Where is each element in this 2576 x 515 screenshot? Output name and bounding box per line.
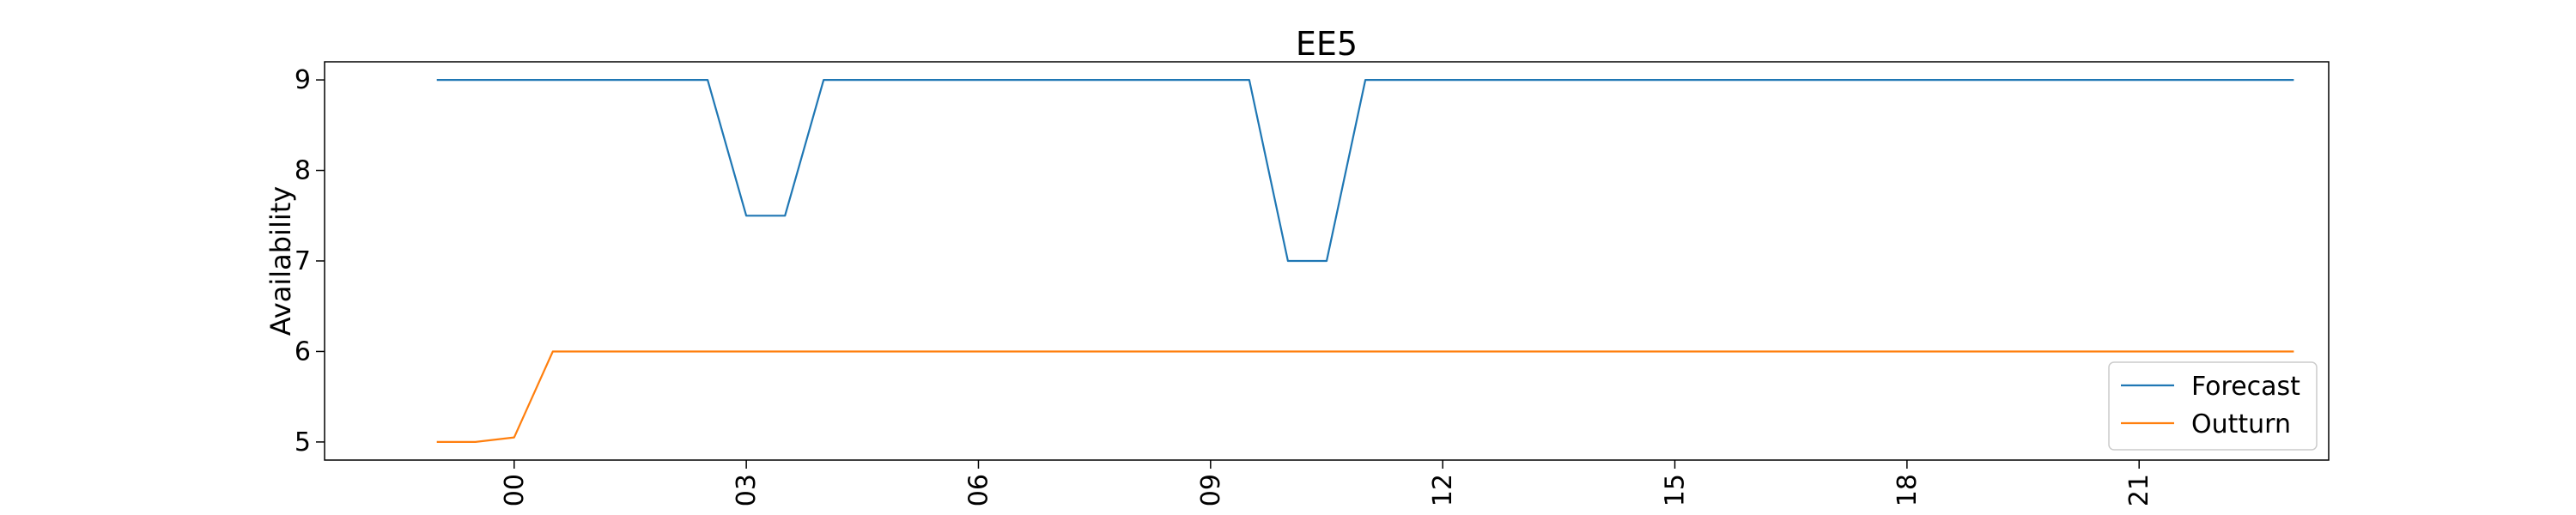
chart-title: EE5 [1296,25,1358,63]
x-tick-label: 09 [1196,474,1226,506]
legend-label-outturn: Outturn [2191,409,2291,439]
y-tick-label: 5 [295,427,311,457]
series-line-forecast [436,78,2294,263]
x-tick-label: 15 [1661,474,1691,506]
y-tick-label: 9 [295,65,311,95]
legend-label-forecast: Forecast [2191,372,2300,402]
x-tick-label: 21 [2124,474,2154,506]
y-tick-label: 7 [295,246,311,276]
x-tick-label: 06 [963,474,993,506]
x-axis: 00 03 06 09 12 15 18 21 [500,460,2154,506]
x-tick-label: 12 [1428,474,1458,506]
legend-box [2108,361,2318,451]
y-tick-label: 6 [295,336,311,367]
y-tick-label: 8 [295,156,311,186]
x-tick-label: 18 [1893,474,1923,506]
legend: Forecast Outturn [2108,361,2318,451]
x-tick-label: 03 [732,474,762,506]
series-lines [436,78,2294,444]
series-line-outturn [436,350,2294,444]
y-axis-label: Availability [264,186,297,336]
y-axis: 5 6 7 8 9 [295,65,325,457]
x-tick-label: 00 [500,474,530,506]
